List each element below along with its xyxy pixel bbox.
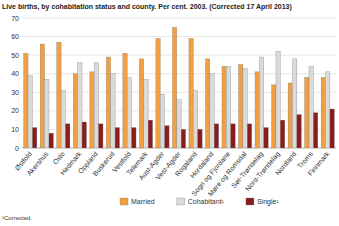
bar: [309, 66, 313, 148]
title: Live births, by cohabitation status and …: [2, 3, 292, 11]
bar: [139, 59, 143, 148]
y-tick-label: 0: [15, 145, 19, 152]
bar: [132, 128, 136, 148]
footnote: ¹Corrected.: [2, 215, 32, 221]
bar: [264, 128, 268, 148]
bar: [272, 85, 276, 148]
legend-label: Cohabitant¹: [188, 198, 225, 205]
bar: [247, 124, 251, 148]
bar: [66, 124, 70, 148]
bar: [40, 44, 44, 148]
chart: Live births, by cohabitation status and …: [0, 0, 339, 226]
bar: [205, 59, 209, 148]
bar: [259, 57, 263, 148]
bar: [165, 126, 169, 148]
bar: [181, 129, 185, 148]
legend-swatch: [177, 198, 185, 205]
bar: [106, 57, 110, 148]
y-tick-label: 30: [11, 89, 19, 96]
bar: [111, 74, 115, 148]
bar: [238, 64, 242, 148]
bar: [57, 42, 61, 148]
legend-swatch: [120, 198, 128, 205]
bar: [172, 27, 176, 148]
bar: [160, 94, 164, 148]
y-tick-label: 10: [11, 126, 19, 133]
bar: [210, 74, 214, 148]
bar: [189, 38, 193, 148]
grid-line: [22, 55, 336, 56]
bar: [28, 76, 32, 148]
grid-line: [22, 73, 336, 74]
bar: [292, 59, 296, 148]
bar: [156, 38, 160, 148]
y-tick-label: 60: [11, 33, 19, 40]
y-tick-label: 20: [11, 107, 19, 114]
y-tick-label: 70: [11, 15, 19, 22]
bar: [193, 90, 197, 148]
bar: [99, 124, 103, 148]
bar: [127, 77, 131, 148]
x-tick-label: Akershus: [25, 150, 49, 177]
bar: [288, 83, 292, 148]
bar: [144, 79, 148, 148]
bar: [276, 51, 280, 148]
bar: [243, 68, 247, 148]
y-tick-label: 50: [11, 52, 19, 59]
bar: [313, 113, 317, 148]
bar: [82, 122, 86, 148]
bar: [177, 100, 181, 148]
bar: [94, 63, 98, 148]
bar: [280, 120, 284, 148]
bar: [49, 133, 53, 148]
bar: [45, 79, 49, 148]
legend-label: Single¹: [257, 198, 279, 206]
bar: [305, 77, 309, 148]
y-tick-label: 40: [11, 70, 19, 77]
bar: [330, 109, 334, 148]
x-tick-label: Nordland: [274, 150, 298, 176]
bar: [198, 129, 202, 148]
grid-line: [22, 36, 336, 37]
bar: [297, 115, 301, 148]
bars: [24, 27, 335, 148]
legend-label: Married: [131, 198, 155, 205]
bar: [326, 72, 330, 148]
bar: [231, 124, 235, 148]
bar: [78, 63, 82, 148]
bar: [321, 77, 325, 148]
legend-swatch: [246, 198, 254, 205]
bar: [115, 128, 119, 148]
bar: [214, 124, 218, 148]
x-tick-label: Buskerud: [91, 150, 115, 177]
x-tick-label: Oslo: [51, 150, 66, 166]
x-tick-label: Finnmark: [306, 150, 330, 177]
bar: [90, 72, 94, 148]
bar: [226, 66, 230, 148]
bar: [148, 120, 152, 148]
bar: [32, 128, 36, 148]
bar: [24, 53, 28, 148]
bar: [73, 74, 77, 148]
bar: [123, 53, 127, 148]
grid-line: [22, 18, 336, 19]
bar: [255, 72, 259, 148]
bar: [61, 90, 65, 148]
bar: [222, 66, 226, 148]
